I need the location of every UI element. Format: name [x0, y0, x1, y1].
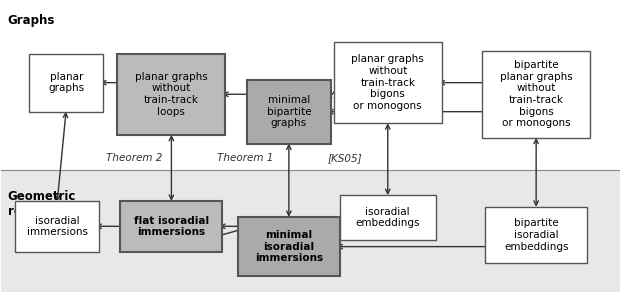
FancyBboxPatch shape: [482, 51, 590, 138]
FancyBboxPatch shape: [340, 195, 436, 240]
FancyBboxPatch shape: [1, 1, 620, 170]
FancyBboxPatch shape: [16, 201, 99, 252]
Text: bipartite
isoradial
embeddings: bipartite isoradial embeddings: [504, 218, 568, 252]
Text: Graphs: Graphs: [7, 14, 55, 28]
FancyBboxPatch shape: [485, 207, 587, 263]
FancyBboxPatch shape: [247, 80, 330, 144]
Text: [KS05]: [KS05]: [327, 153, 362, 163]
FancyBboxPatch shape: [29, 54, 103, 112]
Text: Theorem 1: Theorem 1: [217, 153, 274, 163]
Text: isoradial
embeddings: isoradial embeddings: [356, 207, 420, 229]
FancyBboxPatch shape: [1, 170, 620, 292]
Text: Theorem 2: Theorem 2: [106, 153, 163, 163]
FancyBboxPatch shape: [238, 217, 340, 276]
Text: Geometric
realizations: Geometric realizations: [7, 190, 85, 218]
FancyBboxPatch shape: [333, 42, 442, 123]
Text: planar
graphs: planar graphs: [48, 72, 84, 93]
Text: flat isoradial
immersions: flat isoradial immersions: [134, 216, 209, 237]
Text: isoradial
immersions: isoradial immersions: [27, 216, 88, 237]
Text: bipartite
planar graphs
without
train-track
bigons
or monogons: bipartite planar graphs without train-tr…: [500, 60, 573, 128]
Text: planar graphs
without
train-track
loops: planar graphs without train-track loops: [135, 72, 208, 117]
FancyBboxPatch shape: [120, 201, 222, 252]
Text: minimal
bipartite
graphs: minimal bipartite graphs: [266, 95, 311, 128]
Text: minimal
isoradial
immersions: minimal isoradial immersions: [255, 230, 323, 263]
FancyBboxPatch shape: [117, 54, 225, 135]
Text: planar graphs
without
train-track
bigons
or monogons: planar graphs without train-track bigons…: [351, 54, 424, 111]
